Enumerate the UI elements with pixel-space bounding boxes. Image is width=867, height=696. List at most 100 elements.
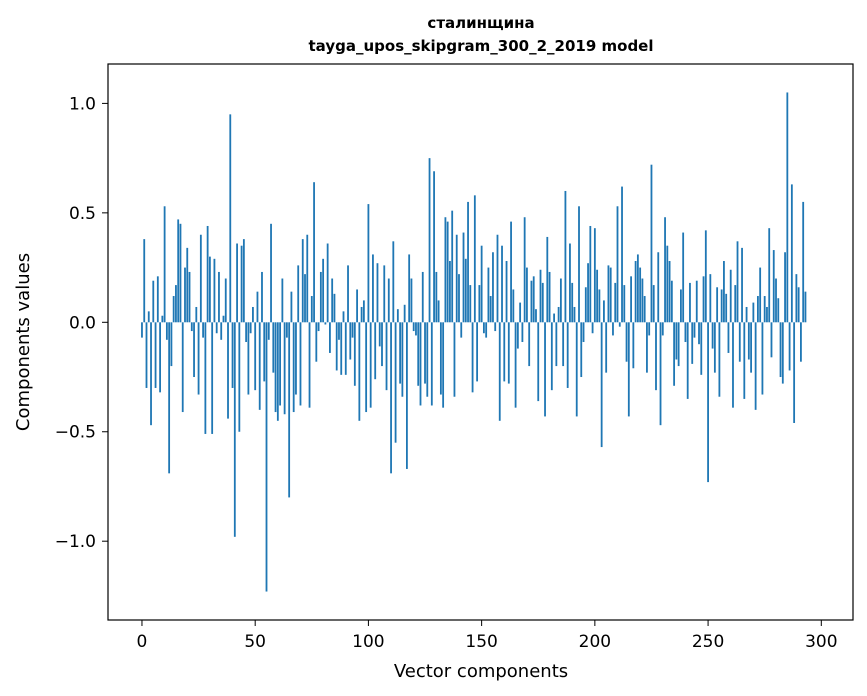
bar [498, 322, 501, 421]
bar [301, 239, 304, 323]
bar [372, 254, 374, 323]
bar [684, 322, 687, 342]
bar [725, 293, 728, 323]
bar [793, 322, 796, 423]
bar [161, 315, 164, 323]
bar [204, 322, 207, 434]
bar [218, 271, 220, 323]
bar [170, 322, 173, 367]
bar [224, 278, 227, 323]
bar [646, 322, 648, 373]
bar [503, 322, 506, 382]
bar [195, 306, 198, 323]
bar [729, 269, 732, 323]
bar [439, 322, 442, 395]
bar [580, 322, 583, 378]
bar [358, 322, 361, 421]
bar [415, 322, 417, 336]
bar [351, 322, 354, 338]
bar [469, 285, 472, 323]
bar [544, 322, 546, 417]
bar [711, 322, 714, 349]
bar [267, 322, 270, 340]
bar [761, 322, 764, 395]
bar [261, 271, 263, 323]
bar [562, 322, 565, 367]
bar [598, 289, 601, 323]
bar [252, 306, 254, 323]
y-axis-ticks: −1.0 −0.5 0.0 0.5 1.0 [55, 94, 108, 552]
bar [263, 322, 266, 382]
bar [437, 300, 440, 323]
bar [650, 164, 653, 323]
bar [775, 278, 777, 323]
bar [467, 201, 469, 323]
bar [512, 289, 515, 323]
bar [412, 322, 415, 332]
bar [335, 322, 338, 371]
bar [804, 291, 807, 323]
bar [741, 247, 743, 323]
bar [689, 282, 691, 323]
bar [197, 322, 200, 395]
bar [374, 322, 377, 380]
bar [165, 322, 168, 340]
bar [249, 322, 252, 334]
bar [505, 261, 508, 323]
chart-title: сталинщина [427, 14, 534, 32]
bar [784, 252, 786, 323]
bar [569, 243, 571, 323]
bar [367, 204, 370, 323]
bar [630, 276, 632, 323]
plot-frame [107, 63, 854, 621]
bar [288, 322, 291, 498]
bar [213, 258, 216, 323]
bar [159, 322, 161, 393]
bar [428, 158, 431, 323]
x-tick-label: 100 [352, 632, 384, 652]
bar [381, 322, 383, 367]
bar [390, 322, 392, 474]
bar [800, 322, 802, 362]
bar [141, 322, 143, 338]
bar [319, 271, 322, 323]
bar [682, 232, 685, 323]
bar [424, 322, 426, 384]
bar [772, 250, 775, 323]
bar [442, 322, 445, 408]
bar [233, 322, 236, 537]
bar [340, 322, 343, 375]
bar [143, 239, 146, 323]
bar [353, 322, 356, 386]
bar [238, 322, 241, 432]
bar [240, 245, 243, 323]
bar [528, 322, 531, 367]
bar [707, 322, 709, 483]
bar [145, 322, 148, 388]
bar [401, 322, 404, 397]
bar [487, 267, 490, 323]
bar [329, 322, 331, 353]
bar [591, 322, 594, 334]
bar [482, 322, 485, 334]
bar [449, 261, 451, 323]
bar [421, 271, 424, 323]
bar [476, 322, 479, 382]
bar [756, 296, 759, 323]
bar [215, 322, 218, 334]
bar [308, 322, 311, 408]
bar [664, 217, 666, 323]
bar [322, 258, 325, 323]
bar [777, 298, 780, 323]
bar [659, 322, 662, 426]
bar [743, 322, 746, 399]
bar [702, 276, 705, 323]
bar [709, 274, 712, 323]
bar [333, 293, 336, 323]
bar [245, 322, 248, 342]
bar [661, 322, 664, 336]
bar [625, 322, 628, 362]
bar [285, 322, 288, 338]
bar [532, 276, 535, 323]
